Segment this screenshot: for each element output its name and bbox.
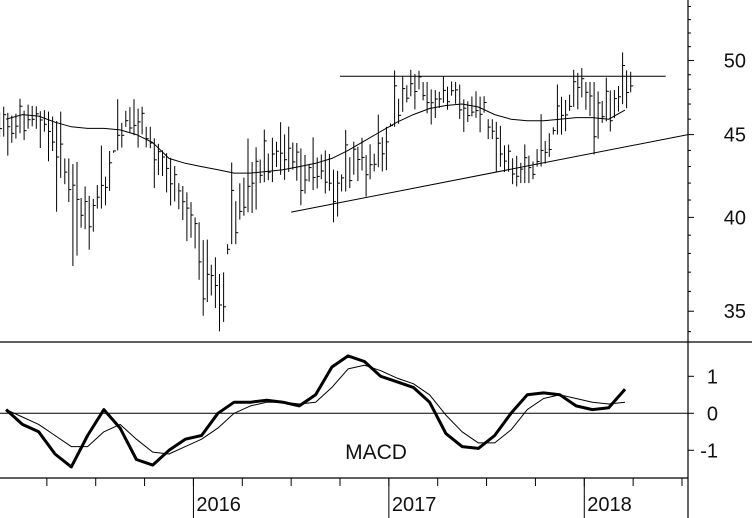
macd-axis: 1 0 -1: [688, 366, 718, 462]
moving-average: [5, 103, 626, 174]
price-bars: [0, 52, 634, 332]
signal-line: [5, 364, 626, 455]
moving-average-line: [5, 103, 626, 174]
price-tick-label: 45: [724, 125, 746, 147]
year-tick-label: 2018: [587, 494, 632, 516]
support-trendline: [291, 134, 689, 213]
price-axis: 35 40 45 50: [688, 5, 746, 333]
macd-tick-label: 0: [707, 403, 718, 425]
price-tick-label: 50: [724, 51, 746, 73]
macd-label: MACD: [345, 441, 407, 464]
price-annotations: [291, 75, 689, 213]
macd-lines: [0, 354, 688, 469]
year-tick-label: 2017: [392, 494, 437, 516]
macd-tick-label: -1: [700, 440, 718, 462]
price-tick-label: 35: [724, 301, 746, 323]
time-axis: 2016 2017 2018: [46, 478, 683, 518]
year-tick-label: 2016: [196, 494, 241, 516]
price-tick-label: 40: [724, 207, 746, 229]
macd-tick-label: 1: [707, 366, 718, 388]
macd-line: [5, 354, 627, 469]
